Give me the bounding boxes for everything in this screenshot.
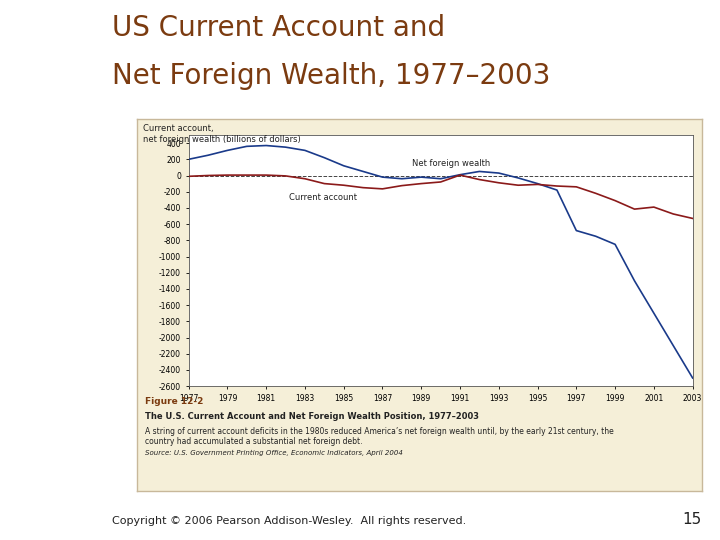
Text: Net Foreign Wealth, 1977–2003: Net Foreign Wealth, 1977–2003: [112, 62, 550, 90]
Text: Net foreign wealth: Net foreign wealth: [412, 159, 490, 168]
Text: Source: U.S. Government Printing Office, Economic Indicators, April 2004: Source: U.S. Government Printing Office,…: [145, 450, 403, 456]
Text: US Current Account and: US Current Account and: [112, 14, 445, 42]
Text: country had accumulated a substantial net foreign debt.: country had accumulated a substantial ne…: [145, 437, 363, 447]
Text: The U.S. Current Account and Net Foreign Wealth Position, 1977–2003: The U.S. Current Account and Net Foreign…: [145, 412, 480, 421]
Text: Figure 12-2: Figure 12-2: [145, 397, 204, 406]
Text: Current account,
net foreign wealth (billions of dollars): Current account, net foreign wealth (bil…: [143, 124, 300, 144]
Text: A string of current account deficits in the 1980s reduced America’s net foreign : A string of current account deficits in …: [145, 427, 614, 436]
Text: Current account: Current account: [289, 193, 357, 202]
Text: 15: 15: [683, 511, 702, 526]
Text: Copyright © 2006 Pearson Addison-Wesley.  All rights reserved.: Copyright © 2006 Pearson Addison-Wesley.…: [112, 516, 466, 526]
